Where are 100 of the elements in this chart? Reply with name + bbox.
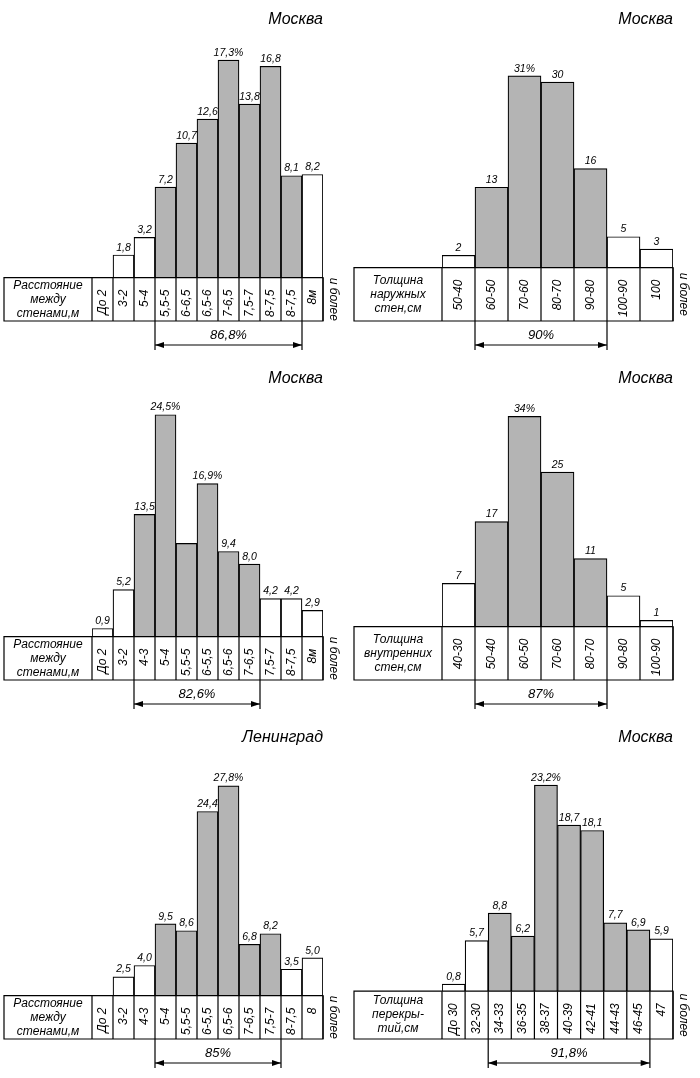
data-label: 1	[653, 606, 660, 619]
x-tick-label: 50-40	[450, 279, 465, 311]
x-tick-label: 100-90	[615, 279, 630, 318]
x-tick-label: 42-41	[584, 1003, 599, 1034]
data-label: 7,7	[607, 908, 624, 921]
chart-title: Москва	[618, 10, 674, 28]
x-tick-label: 6,5-6	[220, 648, 235, 677]
text: и более	[676, 272, 691, 317]
x-tick-label: 7,5-7	[262, 647, 277, 677]
x-tick-label: 47	[653, 1001, 668, 1017]
data-label: 8,8	[492, 898, 508, 911]
x-axis-title: Расстояние между стенами,м	[13, 277, 83, 320]
text: 86,8%	[210, 327, 247, 343]
x-tick-label: 7,5-7	[241, 288, 256, 318]
chart-title: Москва	[268, 10, 324, 28]
data-label: 4,2	[263, 584, 278, 597]
data-label: 16,9%	[192, 469, 223, 482]
data-label: 8,2	[305, 160, 320, 173]
data-label: 13,5	[134, 500, 155, 513]
data-label: 5	[620, 581, 627, 594]
x-tick-label: 80-70	[549, 279, 564, 311]
x-axis-title: Расстояние между стенами,м	[13, 995, 83, 1038]
data-label: 9,4	[221, 537, 236, 550]
x-tick-label: 6-5,5	[199, 648, 214, 677]
data-label: 2,5	[115, 962, 131, 975]
data-label: 5,2	[116, 575, 131, 588]
data-label: 9,5	[158, 909, 173, 922]
data-label: 5,0	[305, 943, 320, 956]
data-label: 8,0	[242, 549, 257, 562]
data-label: 24,5%	[149, 400, 181, 413]
x-axis-title: Толщина перекры- тий,см	[372, 993, 424, 1036]
x-tick-label: 8	[304, 1007, 319, 1015]
data-label: 8,1	[284, 161, 299, 174]
data-label: 10,7	[176, 128, 198, 141]
data-label: 18,1	[581, 816, 603, 829]
x-tick-label: 3-2	[115, 289, 130, 307]
x-tick-label: 80-70	[582, 638, 597, 670]
x-tick-label: 40-39	[561, 1002, 576, 1034]
data-label: 16,8	[260, 51, 281, 64]
x-tick-label: 7-6,5	[241, 1007, 256, 1036]
data-label: 2,9	[304, 596, 320, 609]
x-tick-label: 70-60	[516, 279, 531, 311]
x-tick-label: 8-7,5	[283, 289, 298, 318]
x-tick-label: 5-4	[136, 289, 151, 307]
x-tick-label: 6,5-6	[220, 1007, 235, 1036]
data-label: 6,8	[242, 929, 257, 942]
x-tick-label: 7,5-7	[262, 1006, 277, 1036]
x-tick-label: 8м	[304, 648, 319, 664]
x-tick-label: 7-6,5	[220, 289, 235, 318]
x-tick-label: 6-5,5	[199, 1007, 214, 1036]
x-tick-label: 4-3	[136, 648, 151, 666]
chart-title: Москва	[268, 369, 324, 387]
x-tick-label: 100	[648, 279, 663, 300]
x-axis-title: Расстояние между стенами,м	[13, 636, 83, 679]
x-tick-label: 60-50	[483, 279, 498, 311]
data-label: 13,8	[239, 89, 260, 102]
text: и более	[326, 995, 341, 1040]
data-label: 16	[584, 154, 597, 167]
x-tick-label: До 2	[94, 648, 109, 676]
data-label: 8,2	[263, 919, 278, 932]
x-axis-title: Толщина внутренних стен,см	[364, 631, 433, 674]
x-tick-label: 90-80	[582, 279, 597, 311]
data-label: 24,4	[196, 797, 218, 810]
text: и более	[326, 277, 341, 322]
chart-title: Москва	[618, 369, 674, 387]
text: 90%	[527, 327, 555, 343]
x-tick-label: 8-7,5	[283, 648, 298, 677]
data-label: 5	[620, 222, 627, 235]
x-tick-label: 5,5-5	[178, 648, 193, 677]
x-tick-label: 50-40	[483, 638, 498, 670]
x-tick-label: 70-60	[549, 638, 564, 670]
x-tick-label: 5,5-5	[157, 289, 172, 318]
data-label: 0,8	[446, 969, 461, 982]
data-label: 4,2	[284, 584, 299, 597]
x-tick-label: 40-30	[450, 638, 465, 670]
x-tick-label: 34-33	[492, 1002, 507, 1034]
data-label: 11	[585, 544, 596, 557]
data-label: 30	[551, 67, 564, 80]
data-label: 18,7	[558, 810, 581, 823]
x-tick-label: 6-6,5	[178, 289, 193, 318]
x-tick-label: 7-6,5	[241, 648, 256, 677]
x-axis-title: Толщина наружных стен,см	[370, 272, 427, 315]
x-tick-label: 4-3	[136, 1007, 151, 1025]
data-label: 12,6	[197, 104, 218, 117]
data-label: 4,0	[137, 951, 152, 964]
x-tick-label: 32-30	[468, 1002, 483, 1034]
data-label: 27,8%	[212, 771, 244, 784]
x-tick-label: 90-80	[615, 638, 630, 670]
chart-title: Москва	[618, 728, 674, 746]
chart-title: Ленинград	[241, 728, 324, 746]
text: 87%	[527, 686, 555, 702]
text: и более	[326, 636, 341, 681]
data-label: 13	[485, 172, 498, 185]
x-tick-label: 5-4	[157, 1007, 172, 1025]
data-label: 3,5	[284, 954, 299, 967]
data-label: 17,3%	[213, 45, 244, 58]
data-label: 5,9	[654, 924, 669, 937]
x-tick-label: До 30	[445, 1002, 460, 1038]
x-tick-label: 38-37	[538, 1001, 553, 1034]
text: 82,6%	[178, 686, 216, 702]
